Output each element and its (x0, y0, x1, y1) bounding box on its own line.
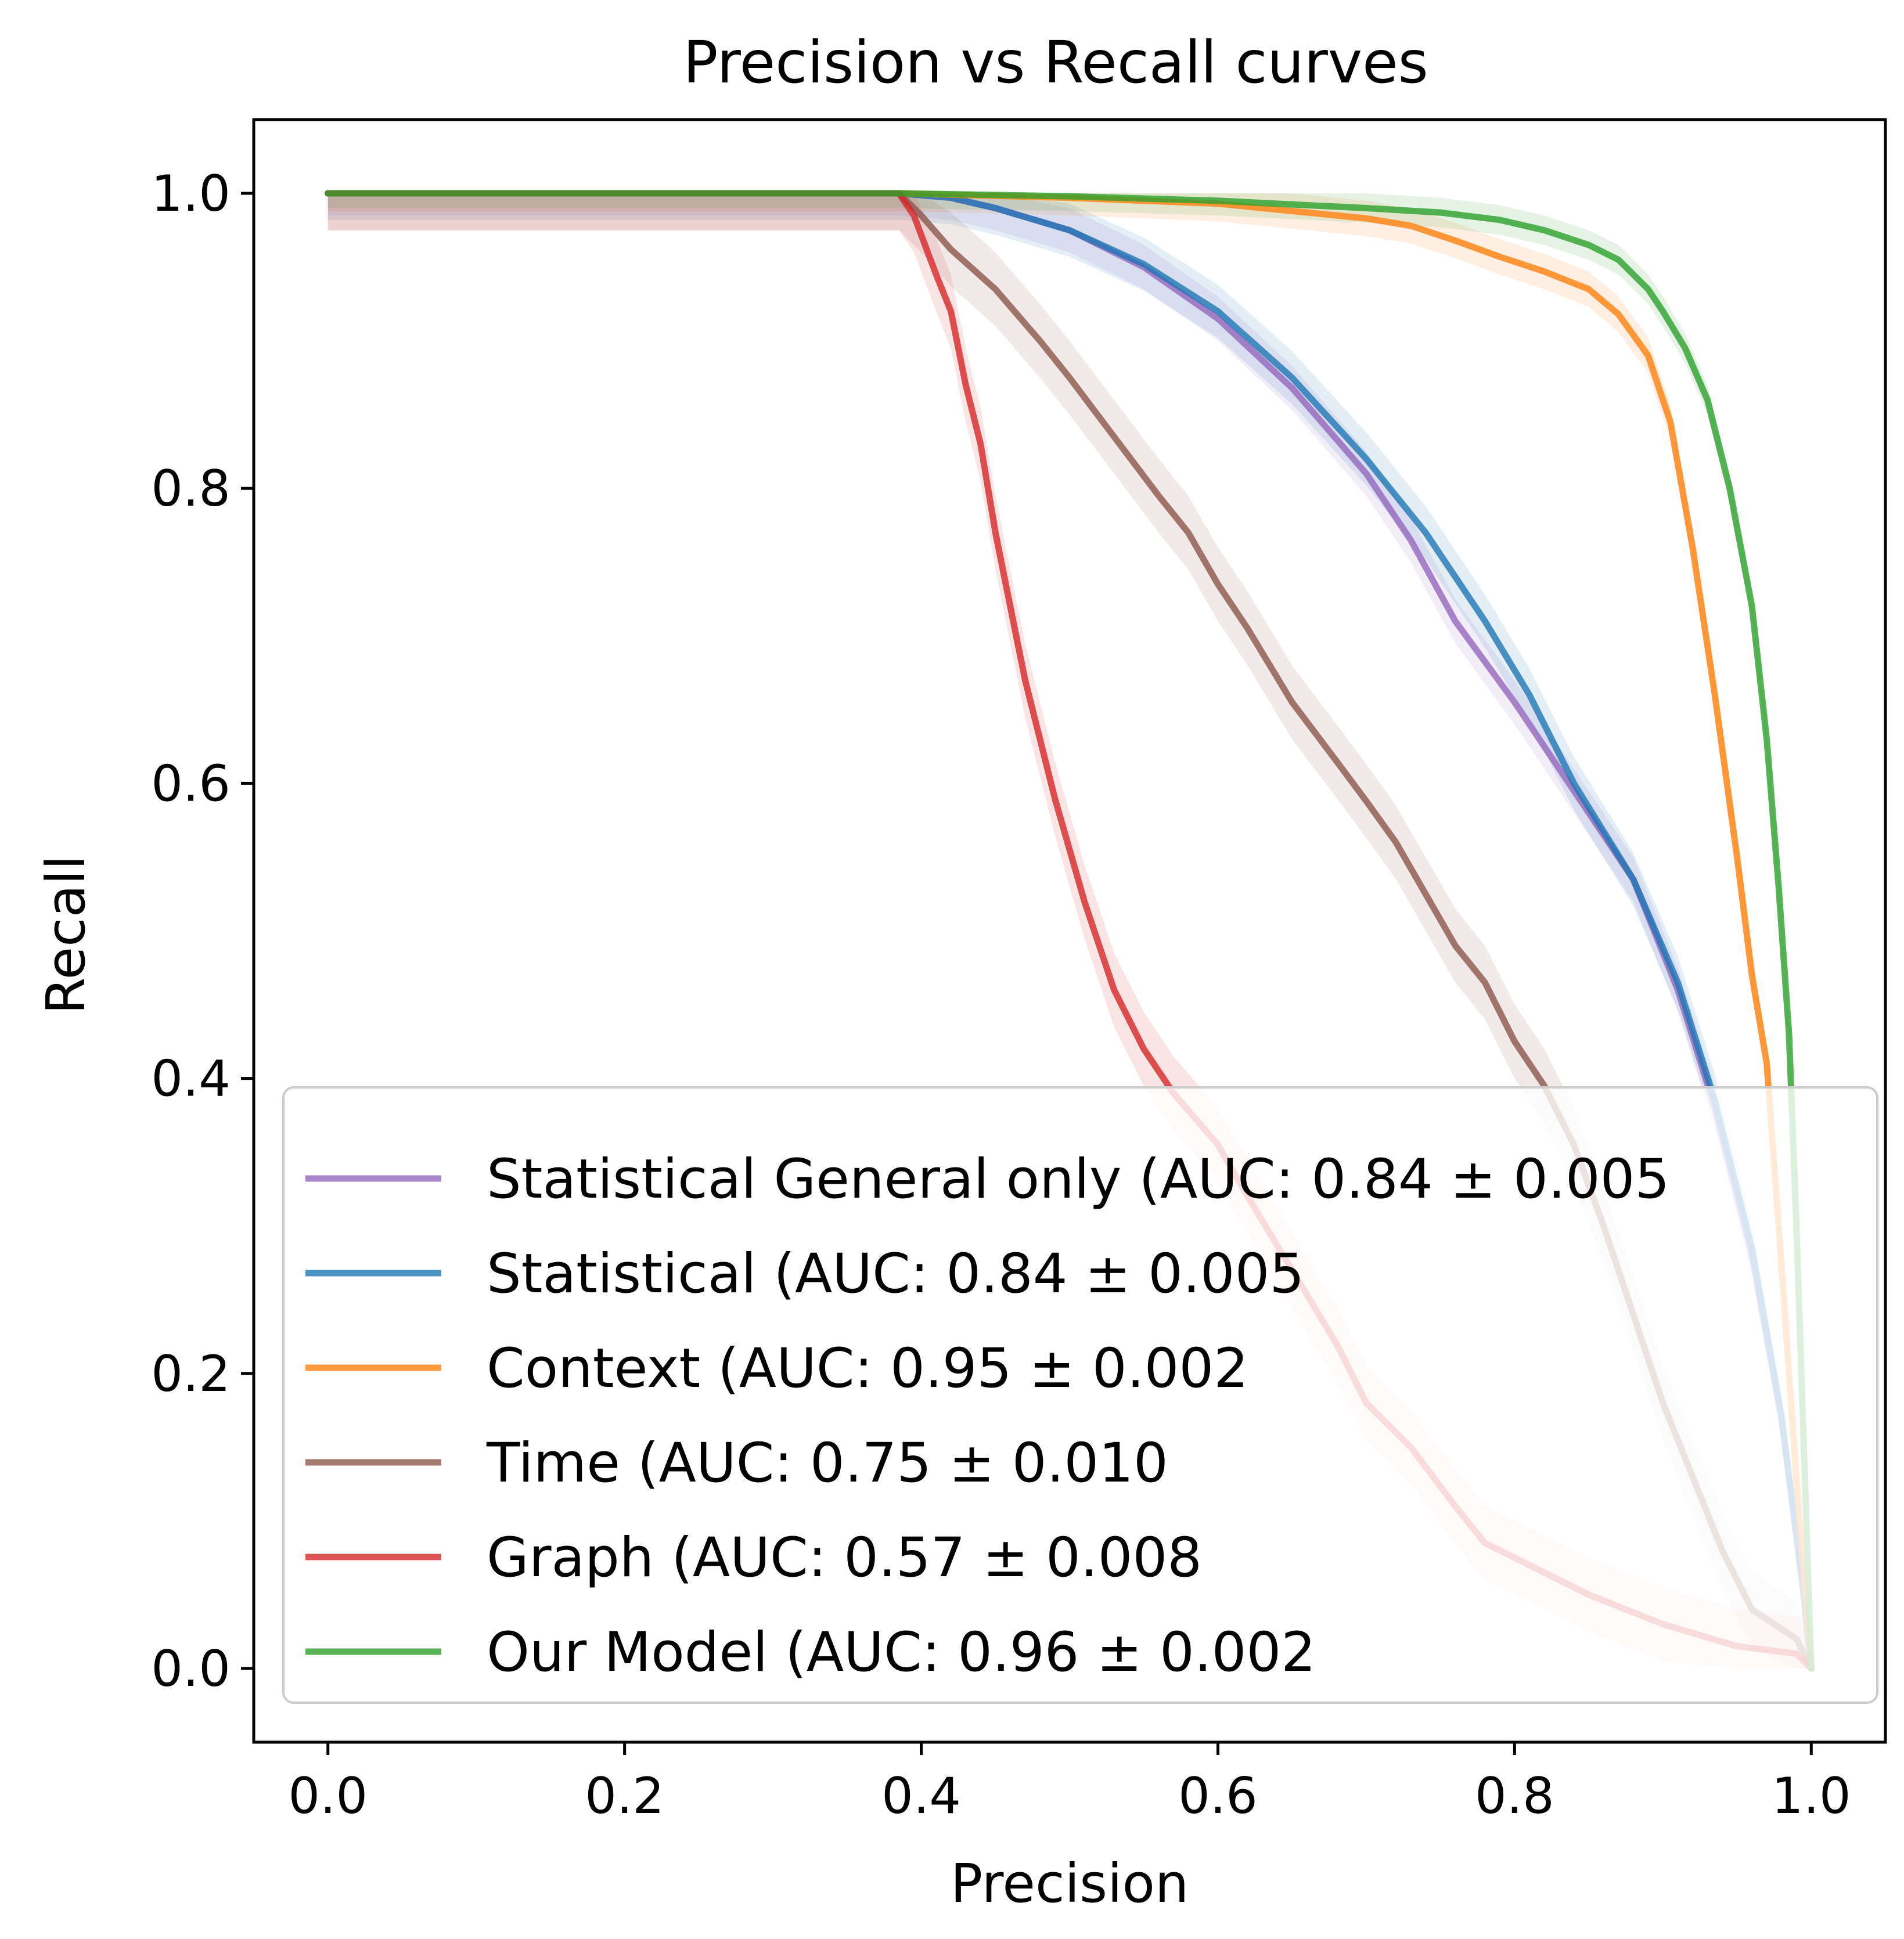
y-axis-label: Recall (35, 855, 97, 1014)
y-tick-label: 1.0 (151, 165, 231, 223)
y-tick-label: 0.4 (151, 1050, 231, 1108)
legend-label-1: Statistical (AUC: 0.84 ± 0.005 (487, 1242, 1304, 1306)
chart-title: Precision vs Recall curves (683, 28, 1428, 96)
x-tick-label: 0.0 (288, 1767, 368, 1825)
x-tick-label: 0.4 (881, 1767, 961, 1825)
legend-label-0: Statistical General only (AUC: 0.84 ± 0.… (487, 1148, 1669, 1211)
x-axis-ticks: 0.0 0.2 0.4 0.6 0.8 1.0 (288, 1742, 1851, 1825)
legend: Statistical General only (AUC: 0.84 ± 0.… (282, 1086, 1878, 1704)
legend-label-2: Context (AUC: 0.95 ± 0.002 (487, 1337, 1248, 1400)
confidence-bands (327, 193, 1812, 1668)
y-tick-label: 0.2 (151, 1345, 231, 1403)
legend-box (282, 1086, 1878, 1704)
x-tick-label: 1.0 (1772, 1767, 1851, 1825)
y-tick-label: 0.8 (151, 460, 231, 518)
series-line-5 (325, 190, 1815, 1672)
y-axis-ticks: 0.0 0.2 0.4 0.6 0.8 1.0 (151, 165, 254, 1698)
x-tick-label: 0.2 (585, 1767, 664, 1825)
legend-label-3: Time (AUC: 0.75 ± 0.010 (486, 1432, 1168, 1495)
y-tick-label: 0.0 (151, 1640, 231, 1698)
plot-frame (252, 118, 1887, 1744)
x-tick-label: 0.6 (1178, 1767, 1258, 1825)
y-tick-label: 0.6 (151, 755, 231, 813)
x-axis-label: Precision (951, 1852, 1189, 1915)
series-band-1 (327, 193, 1812, 1668)
legend-label-4: Graph (AUC: 0.57 ± 0.008 (487, 1526, 1202, 1590)
legend-label-5: Our Model (AUC: 0.96 ± 0.002 (487, 1621, 1316, 1684)
x-tick-label: 0.8 (1475, 1767, 1554, 1825)
